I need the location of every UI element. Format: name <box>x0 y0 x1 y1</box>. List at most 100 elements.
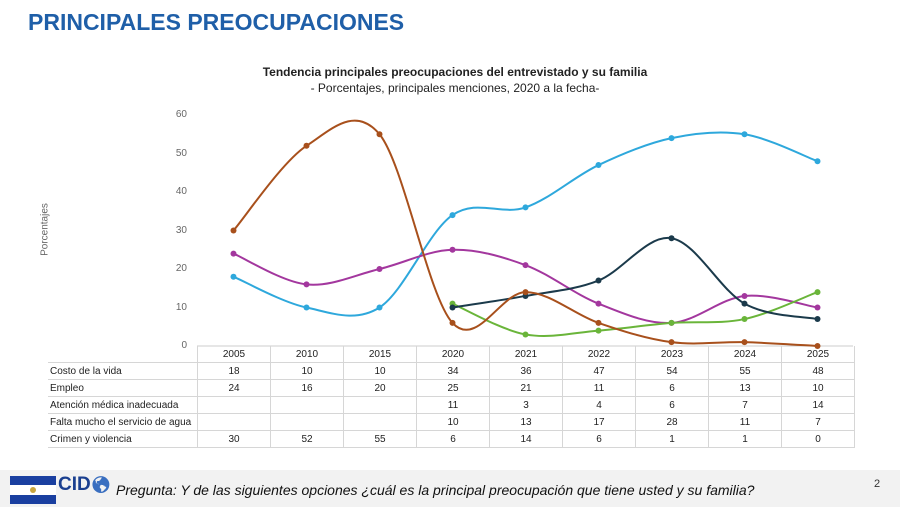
table-cell: 4 <box>562 396 636 414</box>
data-point <box>814 158 821 165</box>
table-cell: 10 <box>416 413 490 431</box>
data-point <box>668 319 675 326</box>
chart-title: Tendencia principales preocupaciones del… <box>262 65 648 79</box>
table-cell: 34 <box>416 362 490 380</box>
table-cell: 55 <box>343 430 417 448</box>
table-cell: 48 <box>781 362 855 380</box>
table-cell: 25 <box>416 379 490 397</box>
table-cell: 14 <box>489 430 563 448</box>
data-point <box>741 339 748 346</box>
table-cell <box>197 396 271 414</box>
table-row: Falta mucho el servicio de agua 10 13 17 28 1… <box>48 413 855 431</box>
table-cell: 28 <box>635 413 709 431</box>
table-cell: 54 <box>635 362 709 380</box>
x-tick-label: 2022 <box>562 346 636 363</box>
y-tick-label: 60 <box>175 109 187 120</box>
data-point <box>595 319 602 326</box>
data-point <box>741 316 748 323</box>
table-cell: 10 <box>781 379 855 397</box>
data-point <box>449 212 456 219</box>
data-point <box>595 300 602 307</box>
table-cell: 6 <box>416 430 490 448</box>
table-corner <box>48 346 198 363</box>
table-cell <box>343 396 417 414</box>
x-tick-label: 2024 <box>708 346 782 363</box>
data-point <box>814 316 821 323</box>
data-point <box>741 292 748 299</box>
table-cell: 17 <box>562 413 636 431</box>
data-point <box>668 339 675 346</box>
table-cell: 1 <box>635 430 709 448</box>
table-cell: 0 <box>781 430 855 448</box>
x-tick-label: 2021 <box>489 346 563 363</box>
table-cell: 7 <box>781 413 855 431</box>
table-cell: 14 <box>781 396 855 414</box>
x-tick-label: 2010 <box>270 346 344 363</box>
y-tick-label: 20 <box>175 263 187 274</box>
table-cell: 18 <box>197 362 271 380</box>
x-tick-label: 2023 <box>635 346 709 363</box>
data-table: 2005 2010 2015 2020 2021 2022 2023 2024 2025 Cost… <box>48 346 855 448</box>
footer <box>0 470 900 507</box>
series-line <box>232 119 818 347</box>
data-point <box>230 250 237 257</box>
table-cell: 52 <box>270 430 344 448</box>
el-salvador-flag-icon <box>10 476 56 504</box>
data-point <box>230 227 237 234</box>
series-label: Falta mucho el servicio de agua <box>48 413 198 431</box>
data-point <box>230 273 237 280</box>
survey-question: Pregunta: Y de las siguientes opciones ¿… <box>116 482 755 498</box>
y-tick-label: 0 <box>181 340 187 351</box>
table-cell: 13 <box>489 413 563 431</box>
table-cell: 21 <box>489 379 563 397</box>
data-point <box>668 235 675 242</box>
series-label: Atención médica inadecuada <box>48 396 198 414</box>
series-line <box>233 248 818 324</box>
table-cell: 13 <box>708 379 782 397</box>
data-point <box>449 246 456 253</box>
table-cell: 6 <box>635 396 709 414</box>
chart-subtitle: - Porcentajes, principales menciones, 20… <box>310 81 600 95</box>
y-tick-label: 30 <box>175 224 187 236</box>
table-cell: 1 <box>708 430 782 448</box>
data-point <box>376 266 383 272</box>
page-title: PRINCIPALES PREOCUPACIONES <box>28 9 405 35</box>
table-cell: 36 <box>489 362 563 380</box>
data-point <box>522 204 529 211</box>
table-cell: 10 <box>343 362 417 380</box>
page-number: 2 <box>874 478 881 490</box>
series-label: Empleo <box>48 379 198 397</box>
cid-gallup-logo: CID🌎︎ <box>58 474 112 495</box>
data-point <box>595 277 602 284</box>
series-label: Crimen y violencia <box>48 430 198 448</box>
data-point <box>449 304 456 311</box>
table-row: Costo de la vida 18 10 10 34 36 47 54 55 48 <box>48 362 855 380</box>
table-cell: 16 <box>270 379 344 397</box>
data-point <box>814 289 821 296</box>
data-point <box>449 319 456 326</box>
table-cell: 11 <box>416 396 490 414</box>
data-point <box>741 131 748 138</box>
table-cell: 30 <box>197 430 271 448</box>
data-point <box>303 142 310 149</box>
table-cell: 55 <box>708 362 782 380</box>
table-row: Empleo 24 16 20 25 21 11 6 13 10 <box>48 379 855 397</box>
table-cell <box>197 413 271 431</box>
data-point <box>303 281 310 288</box>
series-line <box>452 291 818 337</box>
y-tick-label: 50 <box>175 147 187 159</box>
data-point <box>522 289 529 296</box>
table-cell: 24 <box>197 379 271 397</box>
series-label: Costo de la vida <box>48 362 198 380</box>
table-cell <box>270 396 344 414</box>
data-point <box>595 327 602 334</box>
data-point <box>668 135 675 142</box>
data-point <box>522 331 529 338</box>
data-point <box>376 131 383 138</box>
table-row: Crimen y violencia 30 52 55 6 14 6 1 1 0 <box>48 430 855 448</box>
x-tick-label: 2025 <box>781 346 855 363</box>
table-row: Atención médica inadecuada 11 3 4 6 7 14 <box>48 396 855 414</box>
data-point <box>303 304 310 311</box>
x-tick-label: 2015 <box>343 346 417 363</box>
